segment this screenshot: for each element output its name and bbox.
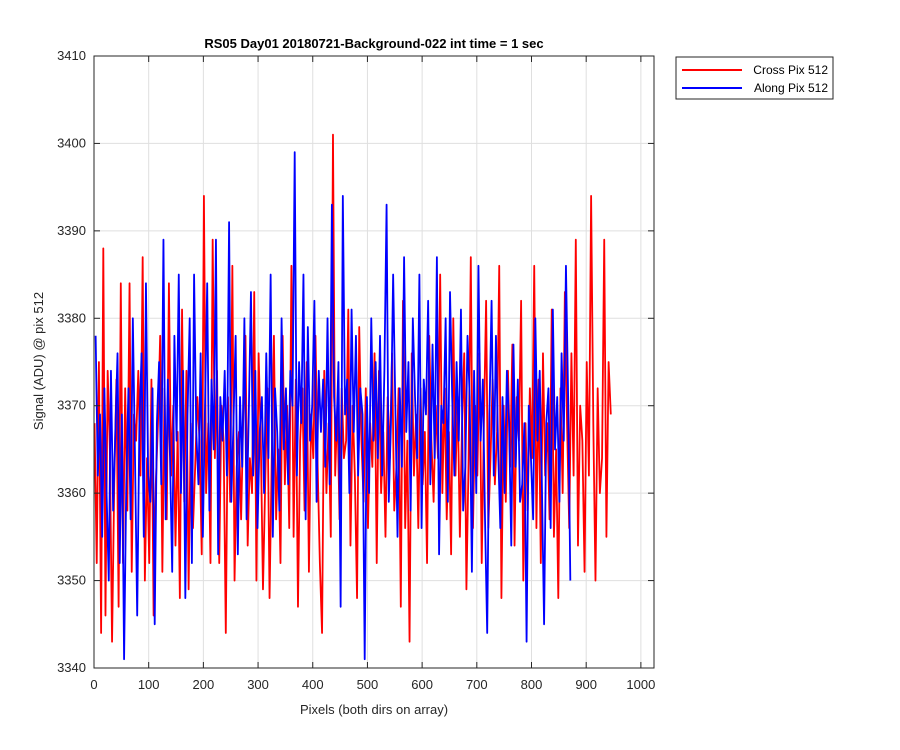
- x-tick-label: 900: [575, 677, 597, 692]
- x-tick-label: 0: [90, 677, 97, 692]
- y-tick-label: 3400: [57, 135, 86, 150]
- series-line-along-pix-512: [94, 151, 572, 661]
- chart-title: RS05 Day01 20180721-Background-022 int t…: [204, 36, 543, 51]
- y-tick-label: 3370: [57, 398, 86, 413]
- legend: Cross Pix 512 Along Pix 512: [675, 56, 834, 100]
- y-tick-label: 3340: [57, 660, 86, 675]
- plot-area-border: [93, 55, 655, 669]
- x-axis-label: Pixels (both dirs on array): [300, 702, 448, 717]
- legend-label-cross: Cross Pix 512: [753, 63, 828, 77]
- series-layer: [94, 133, 612, 661]
- x-tick-label: 400: [302, 677, 324, 692]
- y-tick-label: 3410: [57, 48, 86, 63]
- axis-ticks: 0 100 200 300 400 500 600 700 800 900 1000 3340 3350…: [57, 48, 655, 692]
- x-tick-label: 1000: [626, 677, 655, 692]
- x-tick-label: 600: [411, 677, 433, 692]
- y-tick-label: 3380: [57, 310, 86, 325]
- x-tick-label: 500: [357, 677, 379, 692]
- x-tick-label: 700: [466, 677, 488, 692]
- legend-box: [675, 56, 834, 100]
- x-tick-label: 200: [193, 677, 215, 692]
- legend-label-along: Along Pix 512: [754, 81, 828, 95]
- x-tick-label: 800: [521, 677, 543, 692]
- y-tick-label: 3350: [57, 573, 86, 588]
- x-tick-label: 100: [138, 677, 160, 692]
- y-tick-label: 3360: [57, 485, 86, 500]
- y-axis-label: Signal (ADU) @ pix 512: [31, 292, 46, 430]
- y-tick-label: 3390: [57, 223, 86, 238]
- x-tick-label: 300: [247, 677, 269, 692]
